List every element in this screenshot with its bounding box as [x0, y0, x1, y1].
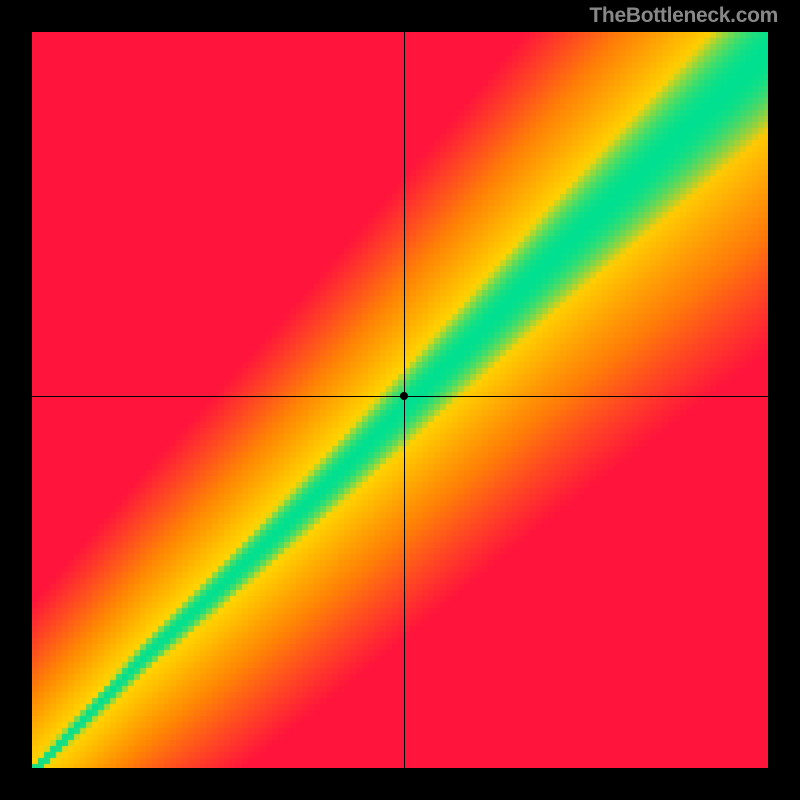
- chart-container: TheBottleneck.com: [0, 0, 800, 800]
- heatmap-canvas: [32, 32, 768, 768]
- plot-area: [32, 32, 768, 768]
- crosshair-marker: [400, 392, 408, 400]
- watermark-text: TheBottleneck.com: [589, 4, 778, 28]
